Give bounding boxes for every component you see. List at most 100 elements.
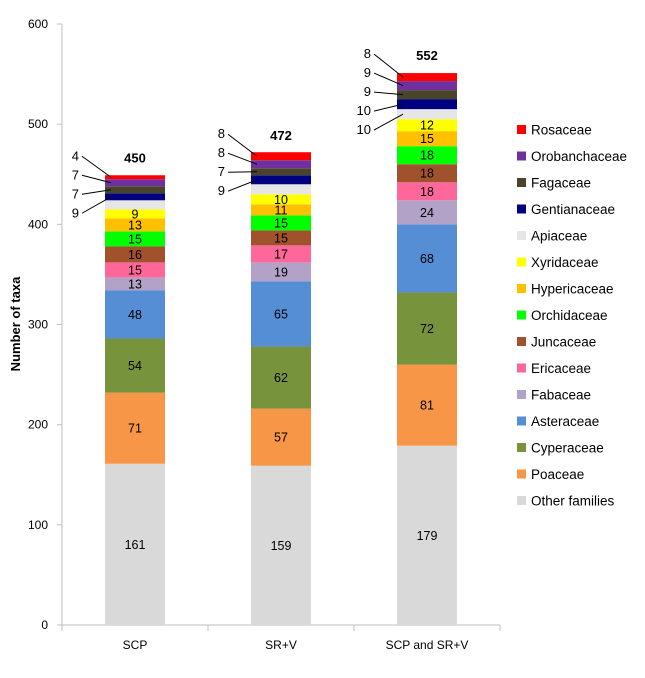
callout-leader-line: [373, 53, 404, 78]
bar-segment-juncaceae: [105, 246, 165, 263]
callout-label: 10: [357, 103, 371, 118]
bar-segment-asteraceae: [105, 290, 165, 339]
bar-segment-hypericaceae: [251, 204, 311, 216]
segment-value-label: 71: [128, 422, 142, 436]
bar-segment-rosaceae: [105, 175, 165, 180]
segment-value-label: 48: [128, 308, 142, 322]
bar-segment-ericaceae: [251, 245, 311, 263]
legend-swatch: [517, 469, 526, 479]
bar-segment-orobanchaceae: [105, 179, 165, 187]
callout-leader-line: [373, 103, 404, 112]
segment-value-label: 9: [132, 207, 139, 221]
bar-segment-xyridaceae: [251, 194, 311, 205]
segment-value-label: 72: [420, 322, 434, 336]
segment-value-label: 24: [420, 206, 434, 220]
legend-swatch: [517, 496, 526, 505]
legend-item-label: Hypericaceae: [531, 282, 614, 297]
bar-segment-other-families: [105, 463, 165, 625]
bar-segment-apiaceae: [105, 200, 165, 210]
bar-segment-ericaceae: [397, 182, 457, 201]
bar-segment-gentianaceae: [105, 193, 165, 201]
bar-segment-fagaceae: [105, 186, 165, 194]
segment-value-label: 15: [274, 216, 288, 230]
callout-leader-line: [373, 72, 404, 87]
legend-swatch: [517, 125, 526, 134]
segment-value-label: 10: [274, 193, 288, 207]
y-tick-label: 100: [28, 518, 48, 532]
segment-value-label: 15: [128, 232, 142, 246]
segment-value-label: 13: [128, 218, 142, 232]
bar-segment-hypericaceae: [105, 218, 165, 232]
callout-leader-line: [227, 152, 258, 165]
y-tick-label: 400: [28, 217, 48, 231]
legend-item-label: Juncaceae: [531, 335, 596, 350]
bar-segment-apiaceae: [251, 184, 311, 195]
callout-label: 9: [364, 65, 371, 80]
legend-swatch: [517, 363, 526, 373]
legend-item-label: Orobanchaceae: [531, 149, 627, 164]
bar-segment-other-families: [251, 465, 311, 625]
segment-value-label: 81: [420, 399, 434, 413]
legend-item-label: Other families: [531, 494, 615, 509]
bar-segment-poaceae: [397, 364, 457, 446]
x-tick-label: SCP: [123, 638, 148, 652]
segment-value-label: 17: [274, 247, 288, 261]
callout-leader-line: [227, 133, 258, 157]
bar-segment-juncaceae: [397, 164, 457, 183]
legend-item-label: Apiaceae: [531, 229, 587, 244]
callout-leader-line: [373, 91, 404, 96]
legend-swatch: [517, 204, 526, 214]
segment-value-label: 54: [128, 359, 142, 373]
bar-total-label: 450: [124, 150, 146, 165]
legend-swatch: [517, 443, 526, 452]
bar-segment-ericaceae: [105, 262, 165, 278]
segment-value-label: 11: [275, 203, 288, 217]
callout-label: 9: [364, 84, 371, 99]
segment-value-label: 16: [128, 248, 142, 262]
legend-swatch: [517, 178, 526, 187]
legend-item-label: Fabaceae: [531, 388, 591, 403]
callout-label: 4: [72, 148, 79, 163]
bar-total-label: 472: [270, 128, 292, 143]
bar-segment-fabaceae: [105, 277, 165, 291]
segment-value-label: 159: [271, 539, 292, 553]
callout-label: 7: [218, 164, 225, 179]
bar-segment-apiaceae: [397, 109, 457, 120]
bar-segment-fagaceae: [251, 168, 311, 176]
legend-swatch: [517, 151, 526, 161]
segment-value-label: 15: [420, 132, 434, 146]
segment-value-label: 68: [420, 252, 434, 266]
callout-label: 8: [364, 46, 371, 61]
y-tick-label: 200: [28, 418, 48, 432]
bar-segment-orobanchaceae: [397, 81, 457, 91]
callout-label: 9: [218, 183, 225, 198]
legend-swatch: [517, 337, 526, 346]
y-axis-label: Number of taxa: [8, 276, 23, 371]
segment-value-label: 19: [274, 265, 288, 279]
callout-label: 9: [72, 205, 79, 220]
bar-segment-fabaceae: [251, 262, 311, 282]
legend-item-label: Xyridaceae: [531, 255, 599, 270]
bar-segment-cyperaceae: [397, 292, 457, 365]
y-tick-label: 300: [28, 318, 48, 332]
x-tick-label: SCP and SR+V: [386, 638, 469, 652]
segment-value-label: 18: [420, 167, 434, 181]
bar-segment-cyperaceae: [251, 346, 311, 409]
callout-leader-line: [81, 155, 112, 178]
callout-leader-line: [81, 174, 112, 184]
legend-item-label: Gentianaceae: [531, 202, 615, 217]
bar-segment-other-families: [397, 445, 457, 625]
callout-label: 7: [72, 167, 79, 182]
segment-value-label: 15: [274, 231, 288, 245]
y-tick-label: 0: [41, 618, 48, 632]
legend-swatch: [517, 257, 526, 267]
legend-item-label: Ericaceae: [531, 361, 591, 376]
bar-segment-hypericaceae: [397, 131, 457, 147]
segment-value-label: 12: [420, 119, 434, 133]
bar-segment-gentianaceae: [251, 175, 311, 185]
x-tick-label: SR+V: [265, 638, 297, 652]
bar-segment-rosaceae: [397, 73, 457, 82]
bar-segment-cyperaceae: [105, 338, 165, 393]
bar-segment-juncaceae: [251, 230, 311, 246]
